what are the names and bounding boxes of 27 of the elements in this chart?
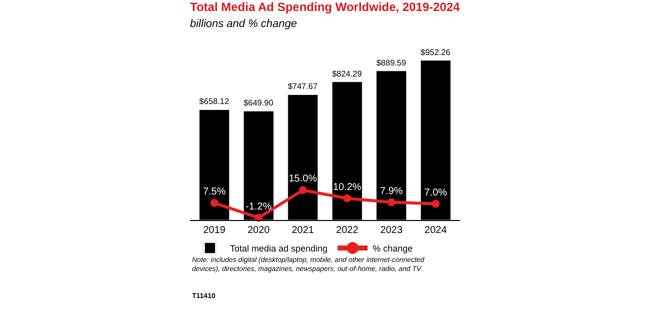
x-tick-label: 2023 xyxy=(380,225,403,236)
data-label: 10.2% xyxy=(332,182,362,193)
point xyxy=(343,194,352,202)
data-label: $649.90 xyxy=(244,98,274,108)
x-tick-label: 2020 xyxy=(247,225,270,236)
point xyxy=(298,186,307,194)
data-label: 15.0% xyxy=(288,174,318,185)
point xyxy=(210,198,218,207)
legend-label: % change xyxy=(372,243,413,254)
point xyxy=(387,198,396,206)
data-label: $889.59 xyxy=(376,58,406,68)
x-tick-label: 2021 xyxy=(292,225,314,236)
x-tick-label: 2024 xyxy=(424,225,448,236)
x-tick-label: 2022 xyxy=(336,225,359,236)
data-label: 7.9% xyxy=(380,186,403,197)
data-label: -1.2% xyxy=(246,201,272,212)
chart-subtitle: billions and % change xyxy=(190,18,298,30)
chart-title: Total Media Ad Spending Worldwide, 2019-2024 xyxy=(190,0,460,14)
data-label: 7.0% xyxy=(424,187,448,198)
legend-label: Total media ad spending xyxy=(230,243,328,254)
data-label: $747.67 xyxy=(288,82,318,92)
data-label: $824.29 xyxy=(332,69,362,78)
data-label: $658.12 xyxy=(199,97,230,106)
x-tick-label: 2019 xyxy=(203,225,226,236)
point xyxy=(432,200,440,208)
data-label: 7.5% xyxy=(202,186,226,198)
data-label: $952.26 xyxy=(420,48,451,57)
